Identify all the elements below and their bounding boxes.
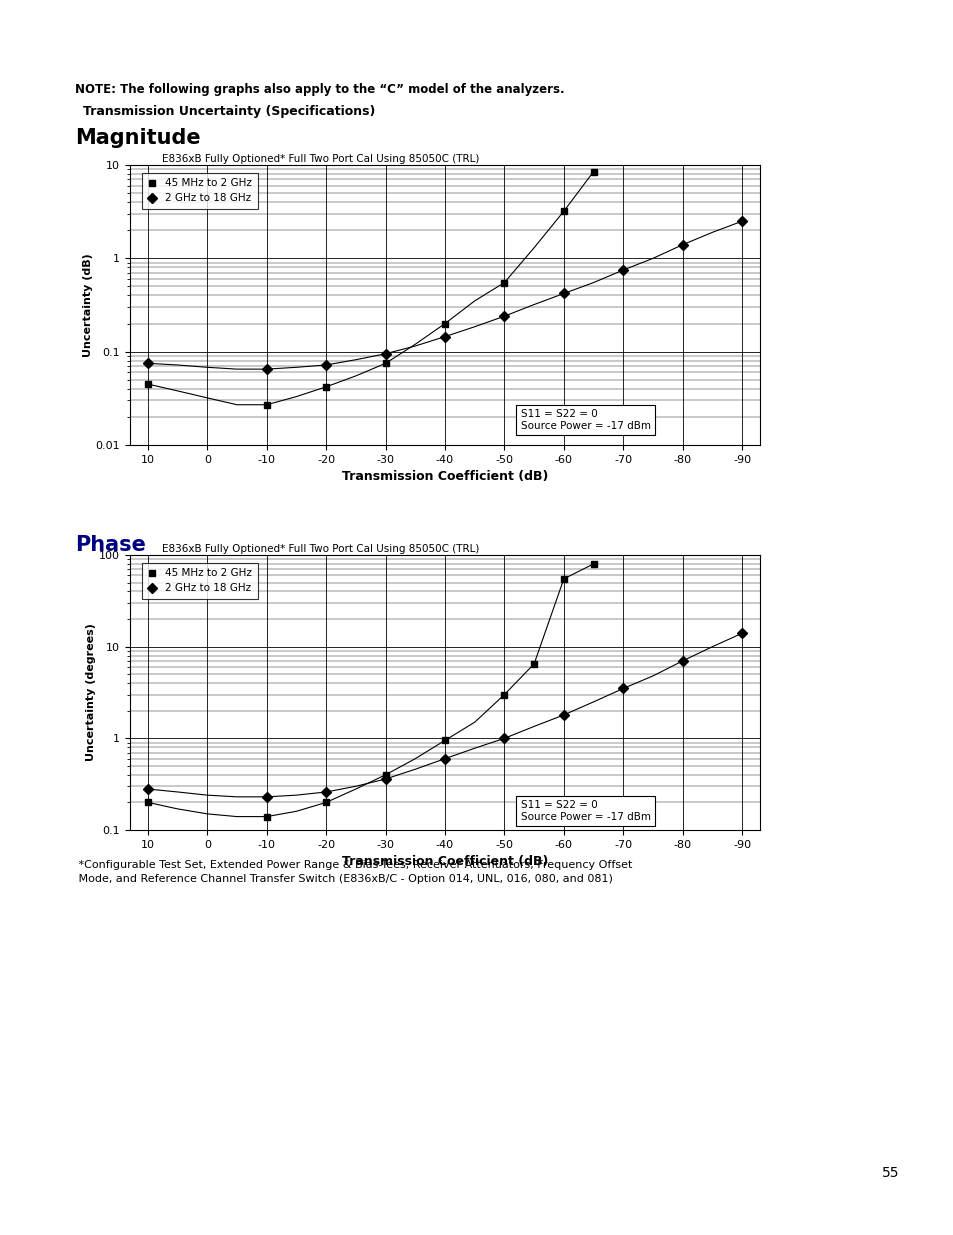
Legend: 45 MHz to 2 GHz, 2 GHz to 18 GHz: 45 MHz to 2 GHz, 2 GHz to 18 GHz [141,563,257,599]
X-axis label: Transmission Coefficient (dB): Transmission Coefficient (dB) [341,856,548,868]
X-axis label: Transmission Coefficient (dB): Transmission Coefficient (dB) [341,471,548,483]
Text: E836xB Fully Optioned* Full Two Port Cal Using 85050C (TRL): E836xB Fully Optioned* Full Two Port Cal… [161,545,478,555]
Text: Magnitude: Magnitude [75,128,200,148]
Text: *Configurable Test Set, Extended Power Range & Bias-Tees, Receiver Attenuators, : *Configurable Test Set, Extended Power R… [75,860,632,884]
Text: NOTE: The following graphs also apply to the “C” model of the analyzers.: NOTE: The following graphs also apply to… [75,83,564,96]
Text: S11 = S22 = 0
Source Power = -17 dBm: S11 = S22 = 0 Source Power = -17 dBm [520,800,650,821]
Text: 55: 55 [881,1166,898,1179]
Text: Transmission Uncertainty (Specifications): Transmission Uncertainty (Specifications… [83,105,375,117]
Text: Phase: Phase [75,535,146,555]
Y-axis label: Uncertainty (dB): Uncertainty (dB) [83,253,92,357]
Text: E836xB Fully Optioned* Full Two Port Cal Using 85050C (TRL): E836xB Fully Optioned* Full Two Port Cal… [161,154,478,164]
Legend: 45 MHz to 2 GHz, 2 GHz to 18 GHz: 45 MHz to 2 GHz, 2 GHz to 18 GHz [141,173,257,209]
Text: S11 = S22 = 0
Source Power = -17 dBm: S11 = S22 = 0 Source Power = -17 dBm [520,409,650,431]
Y-axis label: Uncertainty (degrees): Uncertainty (degrees) [87,624,96,762]
